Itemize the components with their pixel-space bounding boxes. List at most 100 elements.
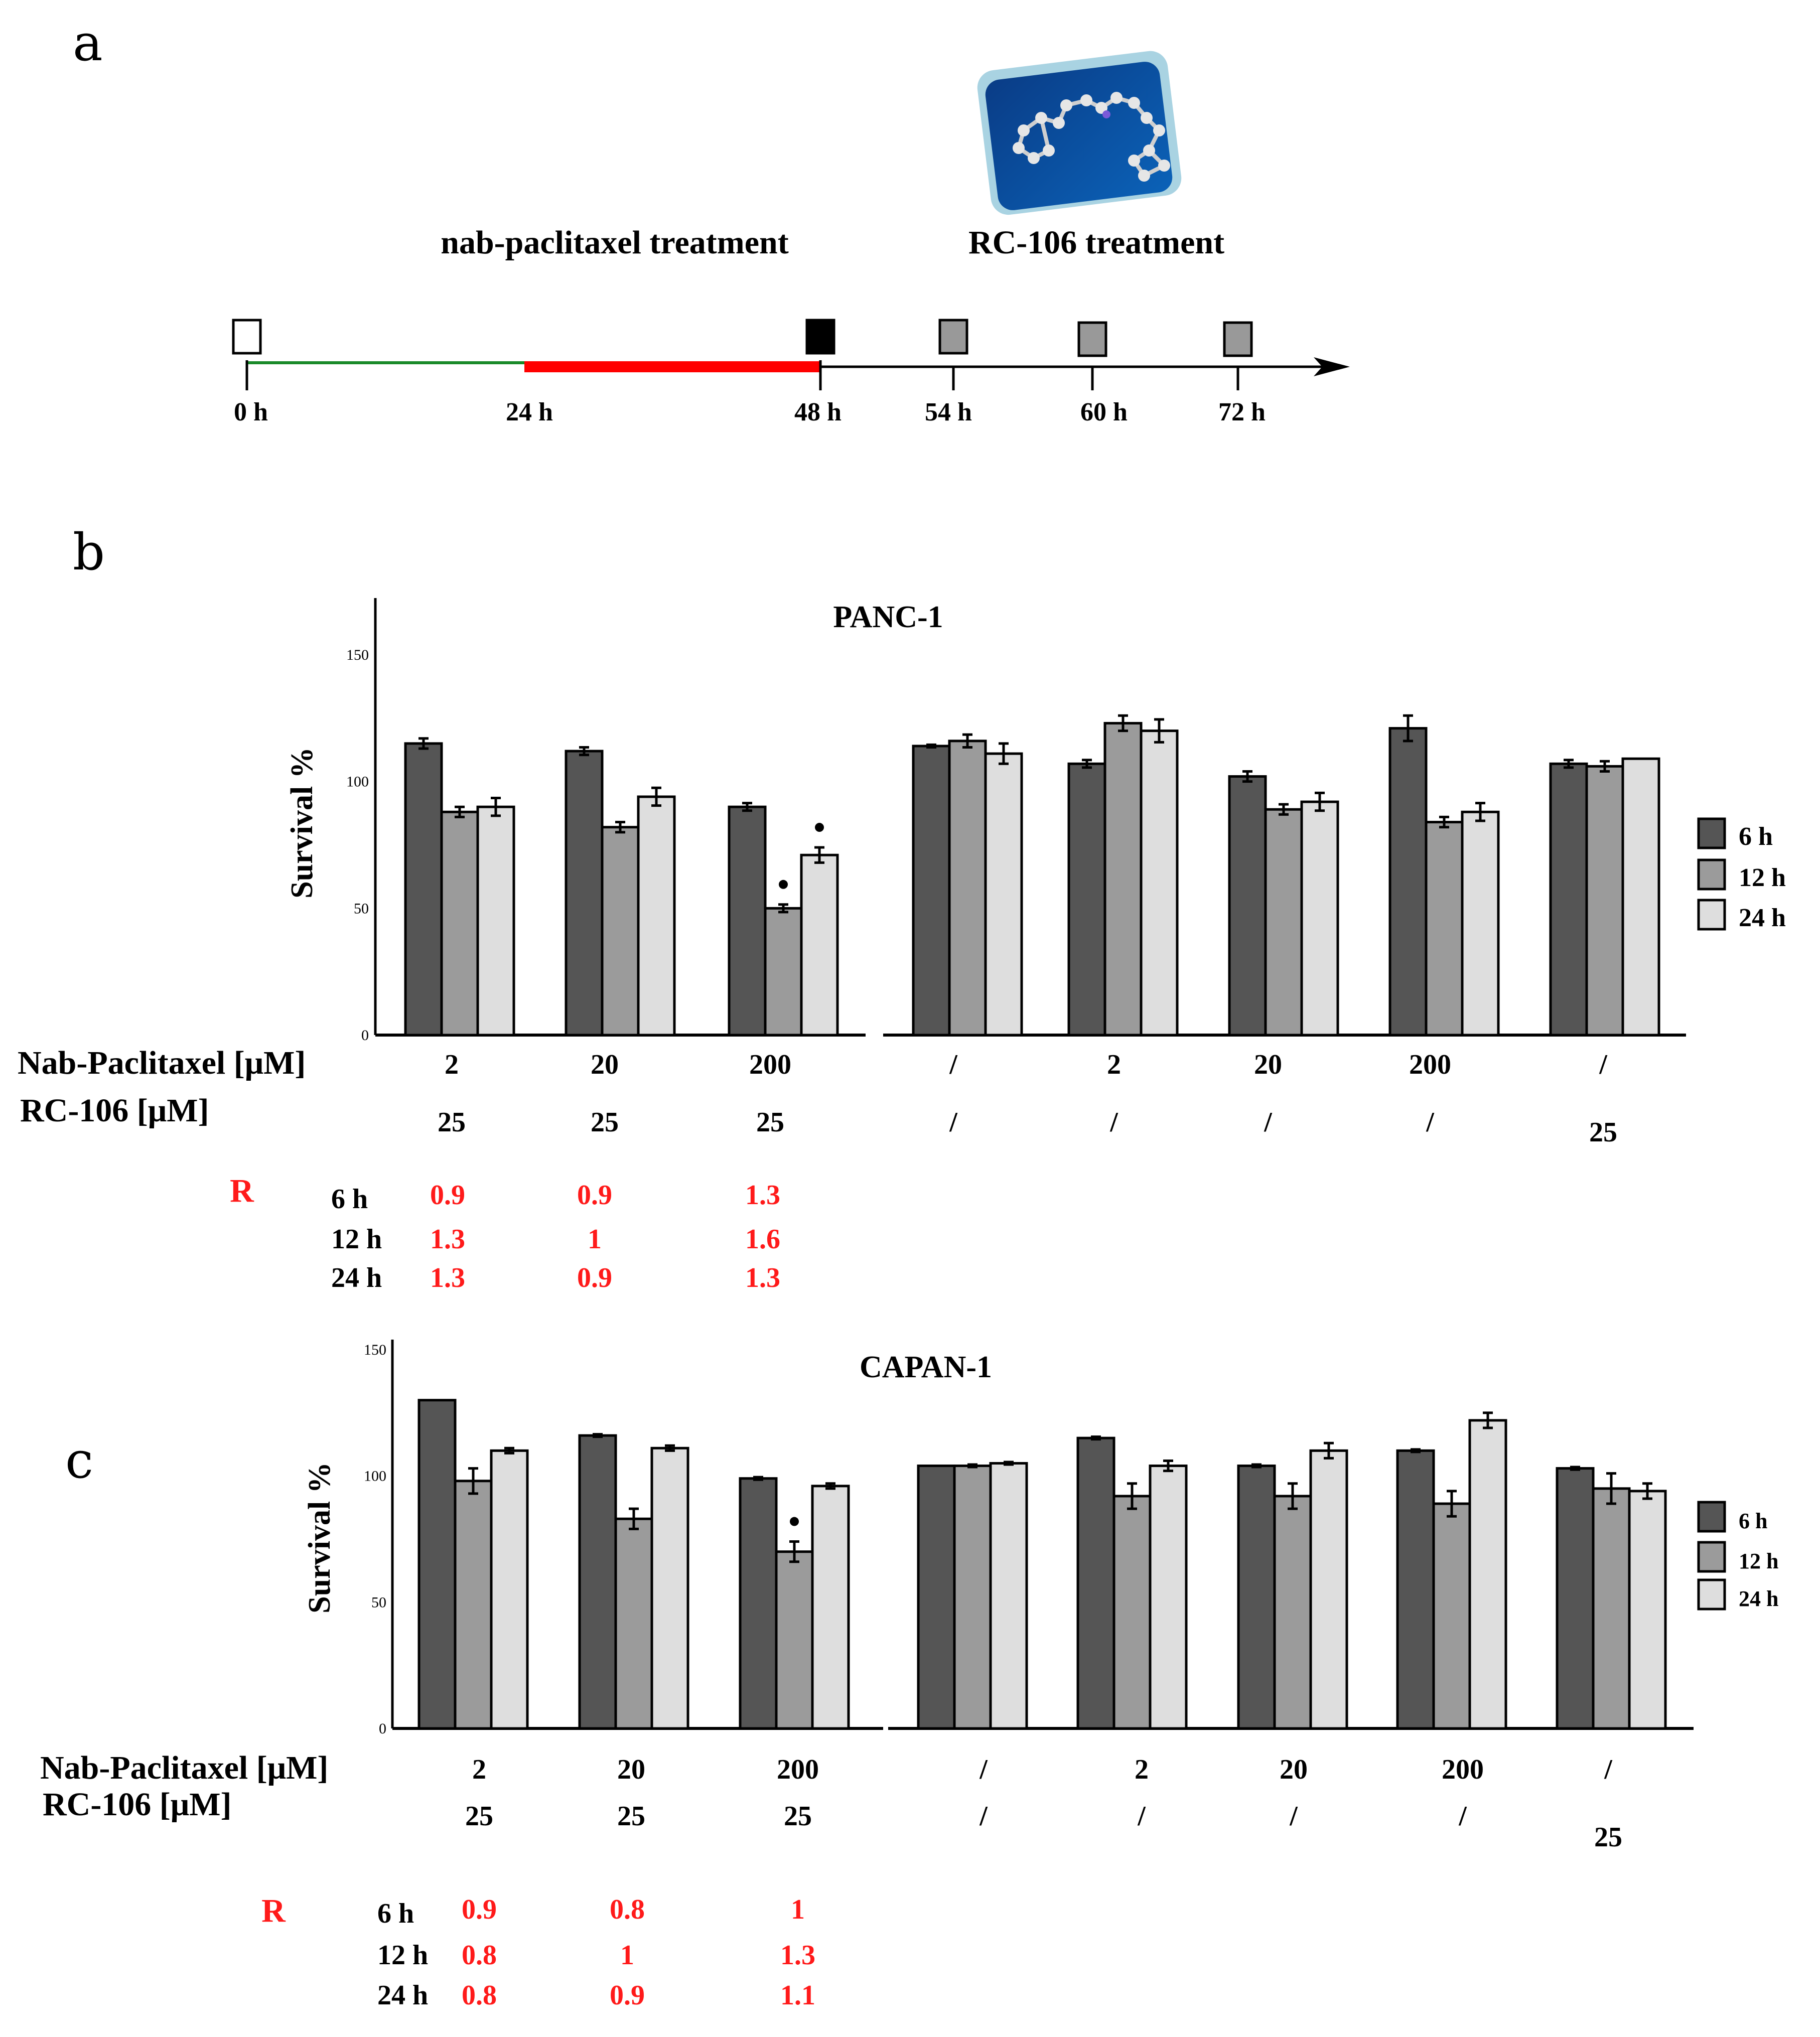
bar-12h-group-4 [948, 740, 987, 1037]
r-value: 0.9 [577, 1180, 612, 1211]
nab-dose-label: 200 [1442, 1754, 1484, 1785]
bar-6h-group-3 [728, 805, 767, 1037]
rc106-dose-label: / [1289, 1801, 1298, 1832]
bar-6h-group-4 [917, 1465, 956, 1730]
bar-6h-group-5 [1067, 762, 1106, 1037]
timeline-arrowhead [1314, 357, 1350, 376]
timeline-marker-54h [938, 319, 968, 355]
rc106-dose-label: 25 [438, 1107, 466, 1138]
nab-dose-label: 200 [1409, 1049, 1451, 1080]
rc106-dose-label: / [1426, 1107, 1435, 1138]
y-tick-label: 0 [361, 1027, 369, 1044]
chart-title: CAPAN-1 [860, 1350, 992, 1384]
y-axis-label: Survival % [303, 1462, 337, 1613]
nab-dose-label: / [949, 1049, 958, 1080]
nab-treatment-label: nab-paclitaxel treatment [441, 224, 789, 261]
bar-12h-group-8 [1585, 765, 1624, 1037]
bar-24h-group-8 [1628, 1490, 1667, 1730]
bar-12h-group-3 [764, 907, 803, 1037]
nab-dose-label: / [1604, 1754, 1613, 1785]
panel-letter-b: b [73, 523, 105, 581]
rc106-dose-label: / [1109, 1107, 1118, 1138]
bar-12h-group-1 [454, 1480, 493, 1730]
r-value: 0.9 [462, 1894, 497, 1925]
r-label: R [230, 1173, 254, 1209]
bar-6h-group-6 [1228, 775, 1267, 1037]
nab-dose-label: / [1599, 1049, 1608, 1080]
bar-12h-group-5 [1112, 1495, 1152, 1730]
panc1-chart: PANC-1 0 50 100 150 Survival % 2 25 20 25 200 25 / / 2… [18, 598, 1786, 1293]
nab-dose-label: 20 [617, 1754, 645, 1785]
y-tick-label: 50 [354, 900, 369, 917]
legend-label-12h: 12 h [1739, 1549, 1778, 1573]
legend-label-6h: 6 h [1739, 1509, 1767, 1533]
r-time-label: 24 h [331, 1262, 382, 1293]
bar-24h-group-4 [989, 1462, 1028, 1730]
r-value: 0.9 [577, 1262, 612, 1293]
time-label-54h: 54 h [925, 398, 972, 426]
y-tick-label: 0 [379, 1720, 386, 1737]
rc106-dose-label: / [1458, 1801, 1467, 1832]
legend-label-6h: 6 h [1739, 822, 1773, 851]
nab-row-label: Nab-Paclitaxel [μM] [18, 1045, 306, 1081]
bar-12h-group-2 [601, 826, 640, 1037]
nab-dose-label: 200 [777, 1754, 819, 1785]
time-label-60h: 60 h [1080, 398, 1128, 426]
bar-12h-group-3 [775, 1550, 814, 1730]
bar-12h-group-4 [953, 1465, 992, 1730]
rc106-dose-label: / [1264, 1107, 1273, 1138]
bar-6h-group-8 [1556, 1467, 1595, 1730]
bar-6h-group-1 [404, 742, 443, 1037]
r-value: 0.8 [610, 1894, 645, 1925]
bar-24h-group-2 [650, 1446, 689, 1730]
rc106-molecule-image [977, 51, 1182, 215]
rc106-dose-label: / [979, 1801, 988, 1832]
rc106-dose-label: 25 [591, 1107, 619, 1138]
bar-24h-group-7 [1461, 810, 1500, 1037]
r-value: 1.1 [780, 1980, 815, 2011]
bar-24h-group-5 [1140, 730, 1179, 1037]
y-tick-label: 50 [371, 1594, 386, 1611]
legend-label-24h: 24 h [1739, 1586, 1778, 1611]
y-tick-label: 100 [364, 1468, 386, 1485]
y-tick-label: 150 [346, 647, 369, 663]
bar-24h-group-1 [490, 1449, 529, 1730]
bar-24h-group-7 [1468, 1419, 1507, 1730]
rc106-dose-label: / [949, 1107, 958, 1138]
significance-marker [790, 1517, 799, 1526]
bar-12h-group-6 [1273, 1495, 1312, 1730]
bar-12h-group-1 [440, 810, 479, 1037]
r-value: 1.3 [430, 1262, 465, 1293]
r-value: 1 [620, 1940, 634, 1971]
bar-12h-group-2 [614, 1517, 653, 1730]
bar-24h-group-3 [800, 853, 839, 1037]
time-label-24h: 24 h [506, 398, 553, 426]
bar-12h-group-6 [1264, 808, 1303, 1037]
r-value: 1.3 [780, 1940, 815, 1971]
significance-marker [815, 823, 824, 832]
nab-dose-label: 20 [1254, 1049, 1282, 1080]
nab-dose-label: 20 [1280, 1754, 1308, 1785]
rc106-dose-label: 25 [465, 1801, 493, 1832]
r-time-label: 6 h [377, 1898, 414, 1929]
r-value: 1 [588, 1224, 602, 1255]
bar-24h-group-3 [811, 1485, 850, 1730]
r-value: 0.9 [430, 1180, 465, 1211]
nab-dose-label: / [979, 1754, 988, 1785]
bar-12h-group-8 [1592, 1487, 1631, 1730]
bar-24h-group-8 [1621, 757, 1660, 1037]
rc106-dose-label: 25 [1589, 1117, 1617, 1148]
legend-swatch-24h [1697, 1578, 1726, 1611]
r-value: 1.3 [745, 1262, 780, 1293]
r-value: 0.8 [462, 1940, 497, 1971]
legend-swatch-24h [1697, 899, 1726, 931]
bar-24h-group-2 [637, 795, 676, 1037]
panel-letter-c: c [65, 1431, 93, 1490]
y-tick-label: 150 [364, 1342, 386, 1358]
nab-dose-label: 2 [445, 1049, 459, 1080]
treatment-timeline: 0 h 24 h 48 h 54 h 60 h 72 h [232, 319, 1350, 426]
r-value: 0.8 [462, 1980, 497, 2011]
bar-6h-group-5 [1076, 1436, 1115, 1730]
nab-dose-label: 2 [1107, 1049, 1121, 1080]
